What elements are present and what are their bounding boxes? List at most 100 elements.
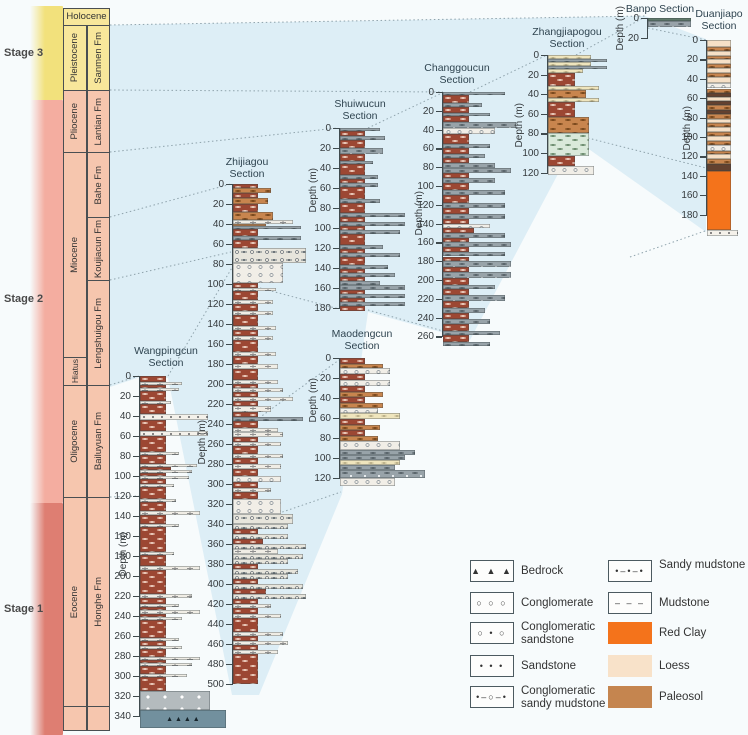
depth-tick-label: 500 [207, 679, 224, 690]
legend-swatch-red-clay [608, 622, 652, 644]
layer-ly-zhangjiapogou [548, 98, 600, 103]
depth-tick [133, 396, 139, 398]
depth-tick [700, 214, 706, 216]
layer-m-zhijiagou [233, 482, 258, 488]
layer-m-zhijiagou [233, 291, 258, 300]
layer-p-duanjiapo [707, 150, 731, 155]
depth-tick-label: 320 [207, 499, 224, 510]
depth-tick [436, 280, 442, 282]
depth-tick-label: 20 [627, 33, 639, 44]
layer-ly-zhangjiapogou [548, 68, 584, 73]
strat-cell-label: Pleistocene [69, 33, 81, 83]
layer-p-maodengcun [340, 403, 383, 408]
depth-tick [226, 444, 232, 446]
layer-m-zhijiagou [233, 283, 258, 288]
depth-tick-label: 140 [681, 170, 698, 182]
layer-m-zhijiagou [233, 599, 258, 604]
depth-tick [226, 424, 232, 426]
layer-ly-zhangjiapogou [548, 55, 592, 59]
legend-label-sandstone: Sandstone [521, 660, 576, 672]
layer-m-changgoucun [443, 237, 469, 243]
layer-s-zhijiagou [233, 288, 276, 291]
layer-m-zhijiagou [233, 412, 258, 417]
layer-m-wangpingcun [140, 620, 166, 638]
depth-tick [436, 186, 442, 188]
layer-s-zhijiagou [233, 464, 281, 469]
layer-s-wangpingcun [140, 610, 200, 614]
layer-g-shuiwucun [340, 183, 378, 187]
layer-m-shuiwucun [340, 226, 365, 230]
depth-tick-label: 40 [319, 163, 331, 174]
layer-m-wangpingcun [140, 487, 166, 499]
layer-s-wangpingcun [140, 638, 179, 641]
layer-s-wangpingcun [140, 524, 179, 527]
layer-s-zhijiagou [233, 397, 293, 401]
depth-tick-label: 460 [207, 639, 224, 650]
section-title-changgoucun: Changgoucun Section [424, 62, 490, 86]
strat-cell-label: Pliocene [69, 103, 81, 140]
layer-cs-zhijiagou [233, 554, 303, 559]
layer-c-zhijiagou [233, 263, 283, 283]
legend-swatch-sandy-mudstone: •–•–• [608, 560, 652, 582]
layer-p-duanjiapo [707, 46, 731, 51]
strat-cell-pliocene: Pliocene [63, 90, 87, 153]
depth-tick [133, 436, 139, 438]
layer-s-zhijiagou [233, 364, 278, 369]
layer-gr-zhangjiapogou [548, 133, 589, 156]
strat-cell-holocene: Holocene [63, 8, 110, 26]
layer-g-shuiwucun [340, 230, 400, 234]
layer-m-zhijiagou [233, 636, 258, 641]
section-title-zhangjiapogou: Zhangjiapogou Section [532, 26, 602, 50]
depth-tick [226, 264, 232, 266]
layer-g-changgoucun [443, 214, 506, 219]
layer-m-shuiwucun [340, 257, 365, 265]
layer-m-maodengcun [340, 358, 365, 364]
legend-swatch-mudstone: – – – [608, 592, 652, 614]
depth-tick-label: 80 [212, 259, 224, 270]
layer-s-zhijiagou [233, 454, 283, 458]
layer-cs-zhijiagou [233, 524, 288, 529]
layer-s-wangpingcun [140, 499, 177, 502]
depth-tick [541, 133, 547, 135]
depth-axis-shuiwucun [339, 128, 340, 309]
depth-tick [541, 153, 547, 155]
layer-m-wangpingcun [140, 649, 166, 657]
layer-s-wangpingcun [140, 452, 179, 455]
layer-m-zhijiagou [233, 330, 258, 336]
depth-tick-label: 60 [686, 93, 698, 105]
layer-m-wangpingcun [140, 502, 166, 511]
layer-m-changgoucun [443, 207, 469, 215]
layer-m-changgoucun [443, 218, 469, 224]
depth-tick [226, 184, 232, 186]
depth-axis-zhangjiapogou [547, 55, 548, 174]
layer-p-duanjiapo [707, 123, 731, 128]
sandy-mudstone-pattern-glyph: •–•–• [615, 566, 645, 576]
stage-band-1 [30, 503, 63, 735]
depth-tick-label: 100 [522, 148, 539, 159]
depth-tick [133, 576, 139, 578]
depth-tick [226, 484, 232, 486]
layer-s-wangpingcun [140, 646, 182, 649]
layer-m-shuiwucun [340, 290, 365, 294]
layer-grd-banpo [648, 18, 691, 21]
layer-p-duanjiapo [707, 159, 731, 165]
layer-m-shuiwucun [340, 234, 365, 245]
layer-g-changgoucun [443, 143, 490, 149]
layer-ss-duanjiapo [707, 230, 739, 236]
depth-tick [226, 504, 232, 506]
layer-m-changgoucun [443, 157, 469, 164]
layer-m-zhijiagou [233, 618, 258, 632]
depth-tick-label: 340 [114, 711, 131, 722]
layer-c-maodengcun [340, 368, 390, 374]
layer-m-changgoucun [443, 300, 469, 309]
stage-band-3 [30, 6, 63, 100]
legend-label-conglomerate: Conglomerate [521, 597, 594, 609]
depth-tick [133, 676, 139, 678]
layer-g-changgoucun [443, 122, 516, 128]
stage-band-2 [30, 100, 63, 503]
depth-tick-label: 20 [212, 199, 224, 210]
legend-swatch-conglomeratic-sandstone: ○ • ○ [470, 622, 514, 644]
layer-g-maodengcun [340, 455, 405, 460]
depth-tick-label: 360 [207, 539, 224, 550]
